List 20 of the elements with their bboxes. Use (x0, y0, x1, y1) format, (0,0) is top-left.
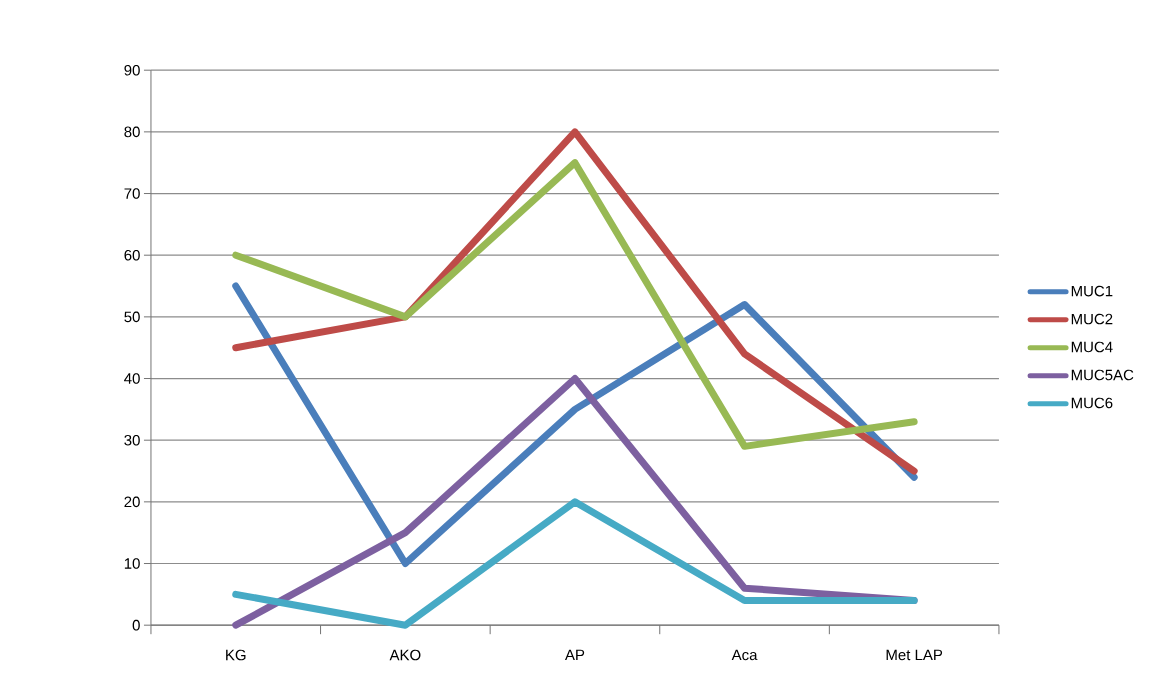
x-tick-label: KG (226, 649, 246, 661)
legend-label: MUC6 (1071, 397, 1113, 409)
y-tick-label: 90 (124, 64, 140, 76)
y-tick-label: 0 (132, 619, 140, 631)
legend-label: MUC4 (1071, 341, 1113, 353)
x-tick-label: AKO (389, 649, 421, 661)
legend-label: MUC5AC (1071, 369, 1134, 381)
legend-label: MUC2 (1071, 313, 1113, 325)
y-tick-label: 50 (124, 311, 140, 323)
y-tick-label: 40 (124, 373, 140, 384)
y-tick-label: 30 (124, 434, 140, 446)
y-tick-label: 10 (124, 558, 140, 569)
y-tick-label: 80 (124, 126, 140, 138)
legend-label: MUC1 (1071, 285, 1113, 297)
y-tick-label: 20 (124, 496, 140, 508)
x-tick-label: Aca (731, 649, 758, 661)
x-tick-label: AP (564, 649, 585, 661)
y-tick-label: 70 (124, 188, 140, 199)
x-tick-label: Met LAP (886, 649, 943, 661)
y-tick-label: 60 (124, 249, 140, 261)
